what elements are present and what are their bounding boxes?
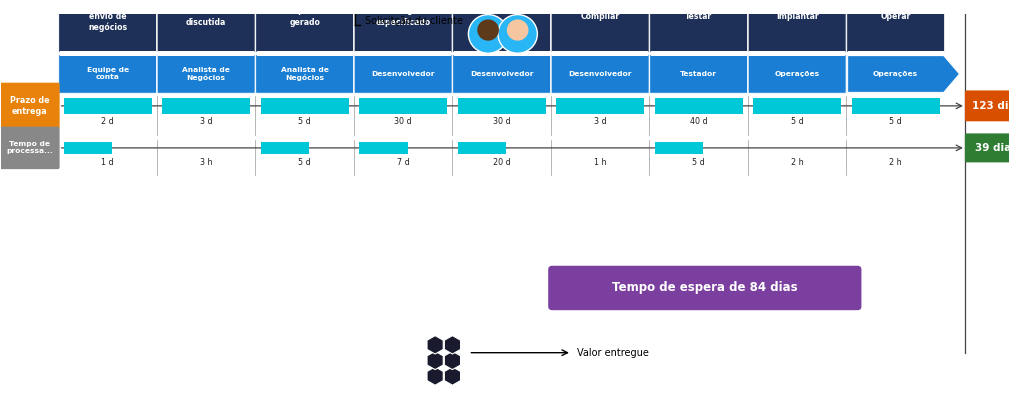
Text: Design
especificado: Design especificado (376, 6, 431, 26)
Bar (257, 51, 352, 56)
Text: Prazo de
entrega: Prazo de entrega (10, 96, 49, 115)
Bar (359, 98, 447, 113)
FancyBboxPatch shape (256, 0, 353, 52)
Bar (848, 51, 944, 56)
Text: Operar: Operar (881, 12, 911, 21)
Text: Tempo de
processa...: Tempo de processa... (6, 142, 53, 154)
Text: Testador: Testador (680, 71, 717, 77)
Text: Implantar: Implantar (776, 12, 818, 21)
Text: 5 d: 5 d (298, 158, 311, 167)
Bar (852, 98, 940, 113)
Text: Operações: Operações (873, 71, 919, 77)
Text: Tempo de espera de 84 dias: Tempo de espera de 84 dias (612, 282, 798, 294)
Text: 39 dias: 39 dias (975, 143, 1018, 153)
Text: Desenvolvedor: Desenvolvedor (568, 71, 632, 77)
FancyBboxPatch shape (649, 0, 748, 52)
Text: 40 d: 40 d (690, 117, 708, 126)
FancyBboxPatch shape (847, 0, 945, 52)
Bar (158, 51, 254, 56)
Text: 5 d: 5 d (791, 117, 804, 126)
Bar (355, 51, 452, 56)
Bar (63, 98, 152, 113)
FancyBboxPatch shape (749, 55, 846, 93)
FancyBboxPatch shape (0, 83, 59, 129)
Bar (556, 98, 644, 113)
Bar (753, 98, 842, 113)
Text: 123 dias: 123 dias (972, 101, 1021, 111)
Text: 2 h: 2 h (890, 158, 902, 167)
Polygon shape (444, 336, 461, 354)
Text: 30 d: 30 d (493, 117, 511, 126)
Text: Desenvolvedor: Desenvolvedor (372, 71, 435, 77)
Text: Testar: Testar (685, 12, 713, 21)
Text: Analista de
Negócios: Analista de Negócios (182, 67, 230, 81)
Polygon shape (444, 351, 461, 370)
Text: Analista de
Negócios: Analista de Negócios (281, 67, 329, 81)
FancyBboxPatch shape (453, 0, 551, 52)
FancyBboxPatch shape (256, 55, 353, 93)
Text: 20 d: 20 d (493, 158, 511, 167)
Polygon shape (427, 367, 443, 385)
Text: 3 h: 3 h (200, 158, 212, 167)
FancyBboxPatch shape (157, 0, 255, 52)
Text: 3 d: 3 d (594, 117, 606, 126)
Text: Ideia de
envio de
negócios: Ideia de envio de negócios (88, 0, 127, 32)
Bar (63, 142, 112, 154)
Polygon shape (444, 367, 461, 385)
Text: Ideia
discutida: Ideia discutida (186, 6, 226, 26)
FancyBboxPatch shape (551, 55, 649, 93)
Bar (552, 51, 648, 56)
Text: 7 d: 7 d (396, 158, 410, 167)
Text: Desenvolvedor: Desenvolvedor (470, 71, 534, 77)
Text: 1 d: 1 d (101, 158, 114, 167)
Bar (59, 51, 156, 56)
Bar (750, 51, 845, 56)
Text: Operações: Operações (774, 71, 820, 77)
Text: 5 d: 5 d (692, 158, 706, 167)
FancyBboxPatch shape (354, 55, 453, 93)
Bar (654, 98, 742, 113)
Text: Requisito
gerado: Requisito gerado (284, 6, 326, 26)
Circle shape (468, 14, 508, 53)
Text: Solicitção do cliente: Solicitção do cliente (365, 16, 463, 26)
Polygon shape (427, 351, 443, 370)
Text: 5 d: 5 d (889, 117, 902, 126)
Circle shape (498, 14, 538, 53)
FancyBboxPatch shape (58, 55, 157, 93)
Text: Equipe de
conta: Equipe de conta (87, 67, 129, 81)
Polygon shape (427, 336, 443, 354)
FancyBboxPatch shape (58, 0, 157, 52)
Bar (162, 98, 250, 113)
Text: 5 d: 5 d (298, 117, 311, 126)
FancyBboxPatch shape (548, 266, 861, 310)
FancyBboxPatch shape (157, 55, 255, 93)
FancyBboxPatch shape (0, 127, 59, 169)
FancyBboxPatch shape (649, 55, 748, 93)
Text: 3 d: 3 d (200, 117, 212, 126)
FancyBboxPatch shape (749, 0, 846, 52)
Text: 2 d: 2 d (101, 117, 114, 126)
Text: 30 d: 30 d (394, 117, 412, 126)
Bar (650, 51, 746, 56)
Circle shape (477, 19, 499, 41)
Circle shape (507, 19, 528, 41)
FancyBboxPatch shape (551, 0, 649, 52)
Bar (458, 142, 506, 154)
Bar (260, 98, 349, 113)
FancyBboxPatch shape (354, 0, 453, 52)
Text: Valor entregue: Valor entregue (577, 348, 648, 358)
FancyBboxPatch shape (965, 134, 1024, 162)
Bar (359, 142, 408, 154)
Text: 1 h: 1 h (594, 158, 606, 167)
FancyBboxPatch shape (453, 55, 551, 93)
Bar (454, 51, 550, 56)
Bar (458, 98, 546, 113)
Text: 2 h: 2 h (791, 158, 804, 167)
FancyBboxPatch shape (965, 90, 1024, 122)
Bar (260, 142, 309, 154)
Text: Compilar: Compilar (581, 12, 620, 21)
Polygon shape (848, 56, 959, 92)
Text: Desenvolver
e integrar: Desenvolver e integrar (474, 6, 529, 26)
Bar (654, 142, 703, 154)
